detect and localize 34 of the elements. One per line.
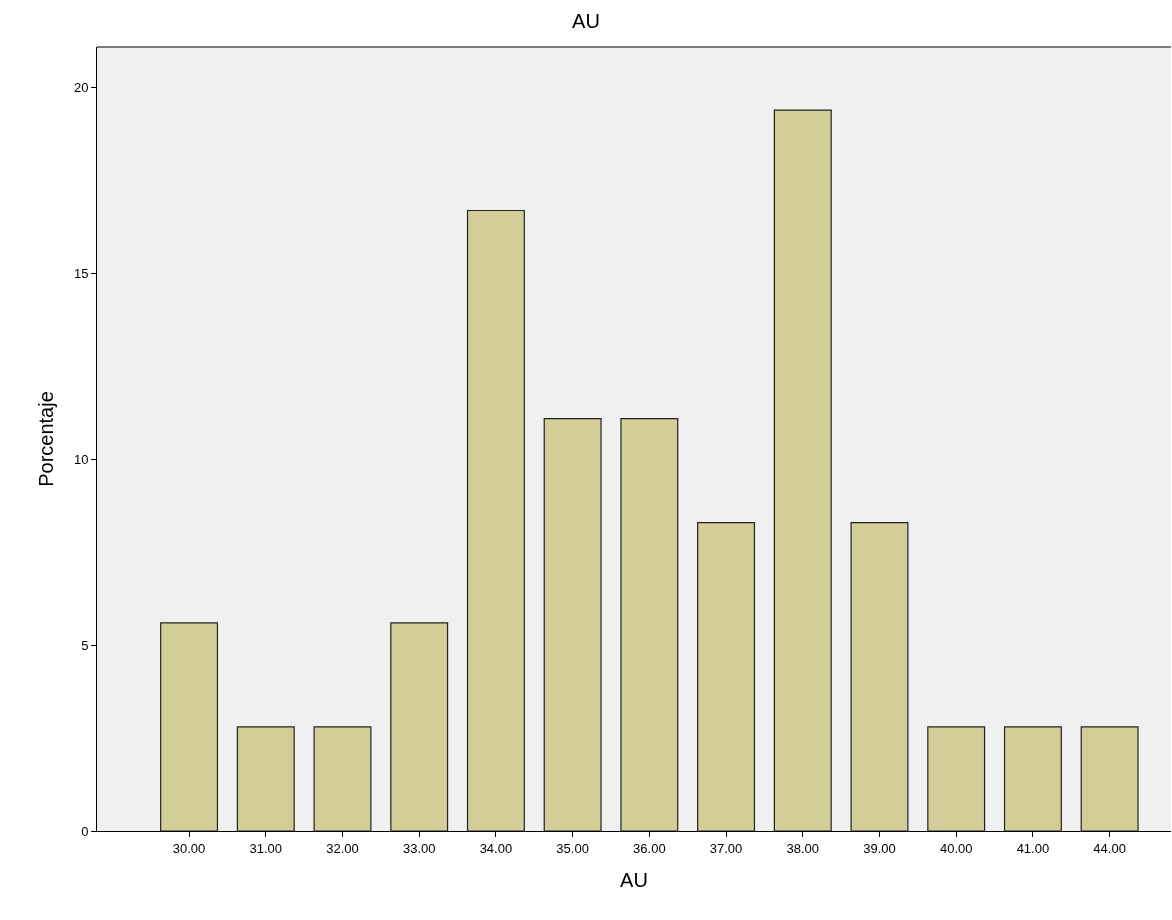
x-tick-label: 35.00 (556, 840, 589, 856)
bar (927, 726, 986, 831)
y-tick-label: 20 (73, 80, 89, 96)
bar (466, 209, 525, 831)
x-tick-label: 33.00 (402, 840, 436, 856)
x-tick-label: 36.00 (633, 840, 666, 856)
bar (236, 726, 295, 831)
y-tick-label: 15 (73, 266, 89, 282)
x-tick-label: 30.00 (172, 840, 206, 856)
bar (1003, 726, 1062, 831)
bar (390, 622, 449, 831)
y-axis-title: Porcentaje (35, 391, 58, 487)
x-tick-label: 39.00 (863, 840, 896, 856)
bar (773, 109, 832, 831)
x-tick-label: 34.00 (479, 840, 513, 856)
y-tick-label: 10 (73, 451, 89, 467)
bar (697, 522, 756, 831)
bar (620, 417, 679, 831)
x-tick-label: 41.00 (1016, 840, 1050, 856)
bar (543, 417, 602, 831)
bar (1080, 726, 1139, 831)
x-tick-label: 40.00 (939, 840, 973, 856)
x-tick-label: 38.00 (786, 840, 820, 856)
bar (850, 522, 909, 831)
x-tick-label: 32.00 (326, 840, 359, 856)
bar (313, 726, 372, 831)
bar (160, 622, 219, 831)
y-tick-label: 0 (81, 823, 89, 839)
x-tick-label: 31.00 (249, 840, 283, 856)
x-tick-label: 37.00 (709, 840, 743, 856)
y-tick-label: 5 (81, 637, 89, 653)
chart-title: AU (572, 9, 600, 32)
x-axis-title: AU (620, 869, 648, 892)
x-tick-label: 44.00 (1093, 840, 1126, 856)
